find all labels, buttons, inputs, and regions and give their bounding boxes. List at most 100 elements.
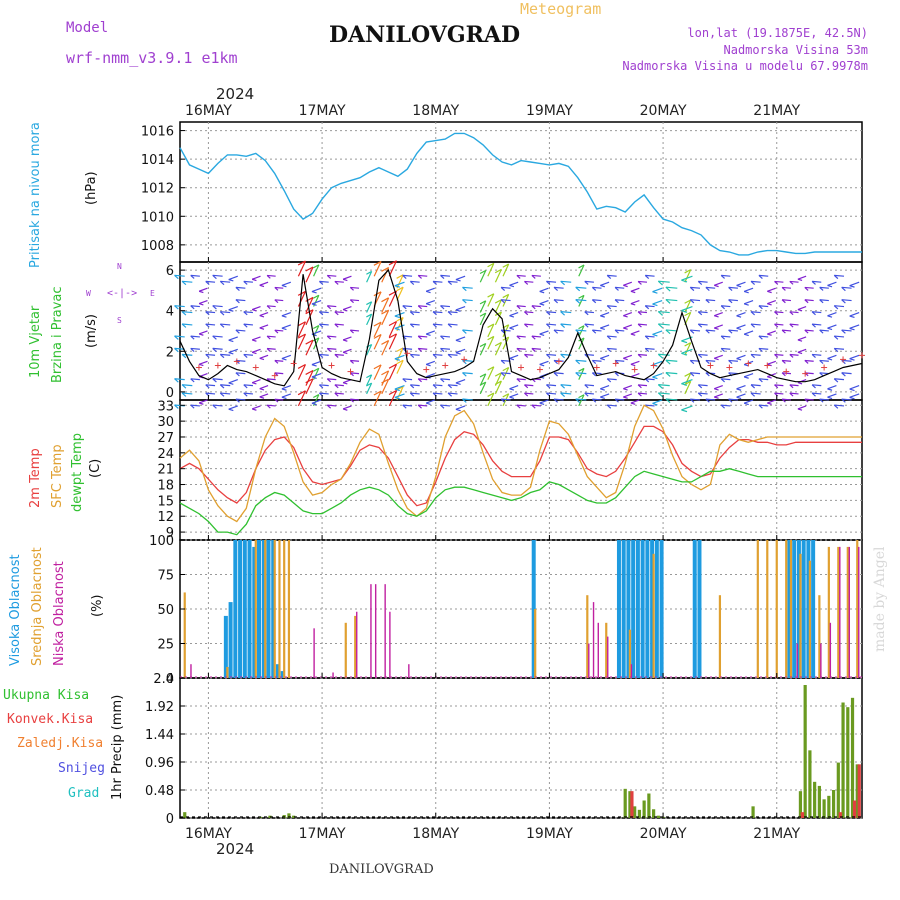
wind-arrow	[797, 275, 807, 280]
wind-arrow-head	[373, 260, 382, 266]
wind-arrow	[758, 305, 769, 308]
wind-arrow	[705, 286, 716, 289]
y-tick-label-temp: 27	[157, 431, 174, 446]
wind-arrow	[235, 286, 246, 289]
wind-arrow	[425, 287, 436, 292]
wind-arrow	[243, 392, 253, 395]
wind-arrow	[494, 311, 502, 326]
convective-precip-bar	[838, 812, 842, 818]
wind-arrow	[190, 404, 200, 407]
wind-arrow-head	[305, 369, 314, 375]
wind-arrow-head	[804, 360, 809, 364]
wind-arrow-head	[259, 284, 265, 288]
wind-arrow-head	[591, 299, 597, 304]
model-name: wrf-nmm_v3.9.1 e1km	[66, 49, 238, 67]
wind-arrow	[205, 323, 216, 326]
wind-arrow	[782, 299, 792, 302]
wind-arrow	[311, 299, 322, 305]
wind-arrow-head	[274, 360, 279, 364]
wind-arrow-head	[827, 327, 833, 331]
wind-arrow	[665, 372, 678, 375]
wind-arrow	[743, 399, 754, 404]
wind-arrow-head	[349, 329, 354, 334]
wind-arrow	[705, 359, 716, 362]
wind-arrow-head	[409, 323, 415, 328]
wind-arrow	[388, 260, 398, 277]
wind-arrow	[342, 275, 352, 280]
wind-arrow	[592, 286, 602, 289]
wind-arrow	[509, 393, 519, 398]
wind-arrow	[228, 336, 238, 341]
wind-arrow-head	[684, 299, 692, 304]
wind-arrow	[698, 353, 708, 356]
wind-arrow-head	[425, 363, 431, 367]
wind-arrow	[198, 287, 208, 292]
wind-arrow	[402, 274, 413, 277]
wind-arrow-head	[219, 311, 225, 316]
high-cloud-bar	[257, 540, 262, 678]
convective-precip-bar	[800, 812, 805, 818]
wind-arrow	[402, 378, 413, 381]
wind-arrow	[259, 281, 269, 286]
wind-arrow	[553, 398, 564, 401]
total-precip-bar	[827, 795, 831, 818]
wind-arrow	[665, 298, 678, 302]
wind-arrow	[524, 323, 534, 326]
wind-arrow-head	[334, 280, 339, 285]
wind-arrow	[502, 263, 510, 277]
y-tick-label-cloud: 100	[149, 534, 174, 549]
model-elevation-text: Nadmorska Visina u modelu 67.9978m	[622, 59, 868, 73]
wind-arrow-head	[455, 339, 461, 343]
wind-arrow-head	[665, 372, 671, 377]
high-cloud-bar	[531, 540, 536, 678]
wind-arrow-head	[396, 317, 404, 322]
total-precip-bar	[798, 791, 803, 818]
wind-arrow-head	[600, 284, 605, 288]
wind-arrow	[819, 398, 829, 401]
wind-arrow	[789, 384, 799, 387]
wind-arrow	[190, 305, 200, 308]
wind-arrow	[607, 274, 617, 277]
wind-arrow-head	[479, 381, 487, 386]
wind-arrow-head	[281, 327, 287, 331]
wind-arrow	[600, 354, 610, 360]
wind-arrow-head	[689, 372, 695, 377]
wind-arrow-head	[259, 357, 265, 361]
wind-arrow-head	[447, 323, 453, 328]
legend-frozen: Zaledj.Kisa	[17, 736, 104, 751]
wind-arrow-head	[181, 392, 187, 397]
wind-arrow-head	[190, 335, 195, 340]
wind-arrow	[849, 324, 860, 329]
wind-arrow-head	[251, 351, 257, 355]
wind-arrow	[212, 335, 223, 338]
wind-arrow-head	[575, 359, 581, 365]
wind-arrow-head	[502, 293, 509, 299]
wind-arrow	[607, 305, 617, 308]
wind-arrow	[789, 392, 799, 395]
wind-arrow	[350, 372, 360, 375]
wind-arrow	[690, 286, 701, 289]
wind-arrow	[743, 330, 754, 335]
wind-arrow	[714, 393, 723, 398]
wind-arrow-head	[833, 378, 839, 383]
wind-arrow-head	[212, 305, 217, 310]
wind-arrow	[575, 359, 587, 362]
wind-arrow-head	[388, 333, 397, 339]
y-tick-label-precip: 2.4	[153, 672, 174, 687]
wind-arrow-head	[373, 291, 382, 297]
wind-arrow	[849, 311, 860, 317]
wind-arrow-head	[228, 382, 234, 385]
wind-arrow-head	[827, 388, 833, 391]
wind-arrow	[433, 311, 443, 314]
y-tick-label-wind: 4	[166, 305, 174, 320]
total-precip-bar	[846, 707, 850, 818]
wind-arrow	[342, 305, 352, 311]
wind-arrow-head	[174, 274, 179, 280]
wind-arrow	[728, 359, 738, 362]
wind-arrow	[501, 398, 511, 401]
mid-cloud-bar	[789, 540, 793, 678]
wind-arrow	[373, 334, 382, 350]
convective-precip-bar	[852, 800, 857, 818]
wind-arrow-head	[623, 315, 628, 318]
wind-arrow-head	[409, 280, 415, 285]
